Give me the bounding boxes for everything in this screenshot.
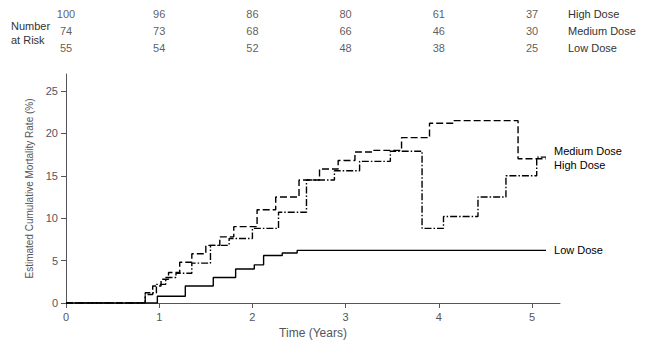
svg-text:2: 2 bbox=[249, 311, 255, 323]
svg-text:68: 68 bbox=[246, 25, 258, 37]
svg-text:55: 55 bbox=[60, 42, 72, 54]
svg-text:5: 5 bbox=[52, 255, 58, 267]
svg-text:Number: Number bbox=[11, 20, 50, 32]
svg-text:High Dose: High Dose bbox=[568, 8, 619, 20]
svg-text:66: 66 bbox=[339, 25, 351, 37]
svg-text:0: 0 bbox=[63, 311, 69, 323]
svg-text:10: 10 bbox=[46, 212, 58, 224]
svg-text:80: 80 bbox=[339, 8, 351, 20]
svg-text:38: 38 bbox=[433, 42, 445, 54]
svg-text:3: 3 bbox=[343, 311, 349, 323]
svg-text:Low Dose: Low Dose bbox=[568, 42, 617, 54]
svg-text:86: 86 bbox=[246, 8, 258, 20]
svg-text:100: 100 bbox=[57, 8, 75, 20]
svg-text:54: 54 bbox=[153, 42, 165, 54]
svg-text:1: 1 bbox=[156, 311, 162, 323]
svg-text:20: 20 bbox=[46, 127, 58, 139]
svg-text:52: 52 bbox=[246, 42, 258, 54]
svg-text:25: 25 bbox=[46, 85, 58, 97]
svg-text:Medium Dose: Medium Dose bbox=[568, 25, 636, 37]
svg-text:at Risk: at Risk bbox=[11, 34, 45, 46]
svg-text:37: 37 bbox=[526, 8, 538, 20]
svg-text:74: 74 bbox=[60, 25, 72, 37]
svg-text:Low Dose: Low Dose bbox=[554, 244, 603, 256]
svg-text:61: 61 bbox=[433, 8, 445, 20]
svg-text:5: 5 bbox=[529, 311, 535, 323]
svg-text:High Dose: High Dose bbox=[554, 159, 605, 171]
svg-text:15: 15 bbox=[46, 170, 58, 182]
svg-text:30: 30 bbox=[526, 25, 538, 37]
svg-text:46: 46 bbox=[433, 25, 445, 37]
svg-text:Estimated Cumulative Mortality: Estimated Cumulative Mortality Rate (%) bbox=[24, 98, 35, 278]
svg-text:0: 0 bbox=[52, 297, 58, 309]
svg-text:Medium Dose: Medium Dose bbox=[554, 145, 622, 157]
svg-text:25: 25 bbox=[526, 42, 538, 54]
svg-text:73: 73 bbox=[153, 25, 165, 37]
svg-text:4: 4 bbox=[436, 311, 442, 323]
svg-text:Time (Years): Time (Years) bbox=[279, 326, 347, 340]
svg-text:96: 96 bbox=[153, 8, 165, 20]
svg-text:48: 48 bbox=[339, 42, 351, 54]
